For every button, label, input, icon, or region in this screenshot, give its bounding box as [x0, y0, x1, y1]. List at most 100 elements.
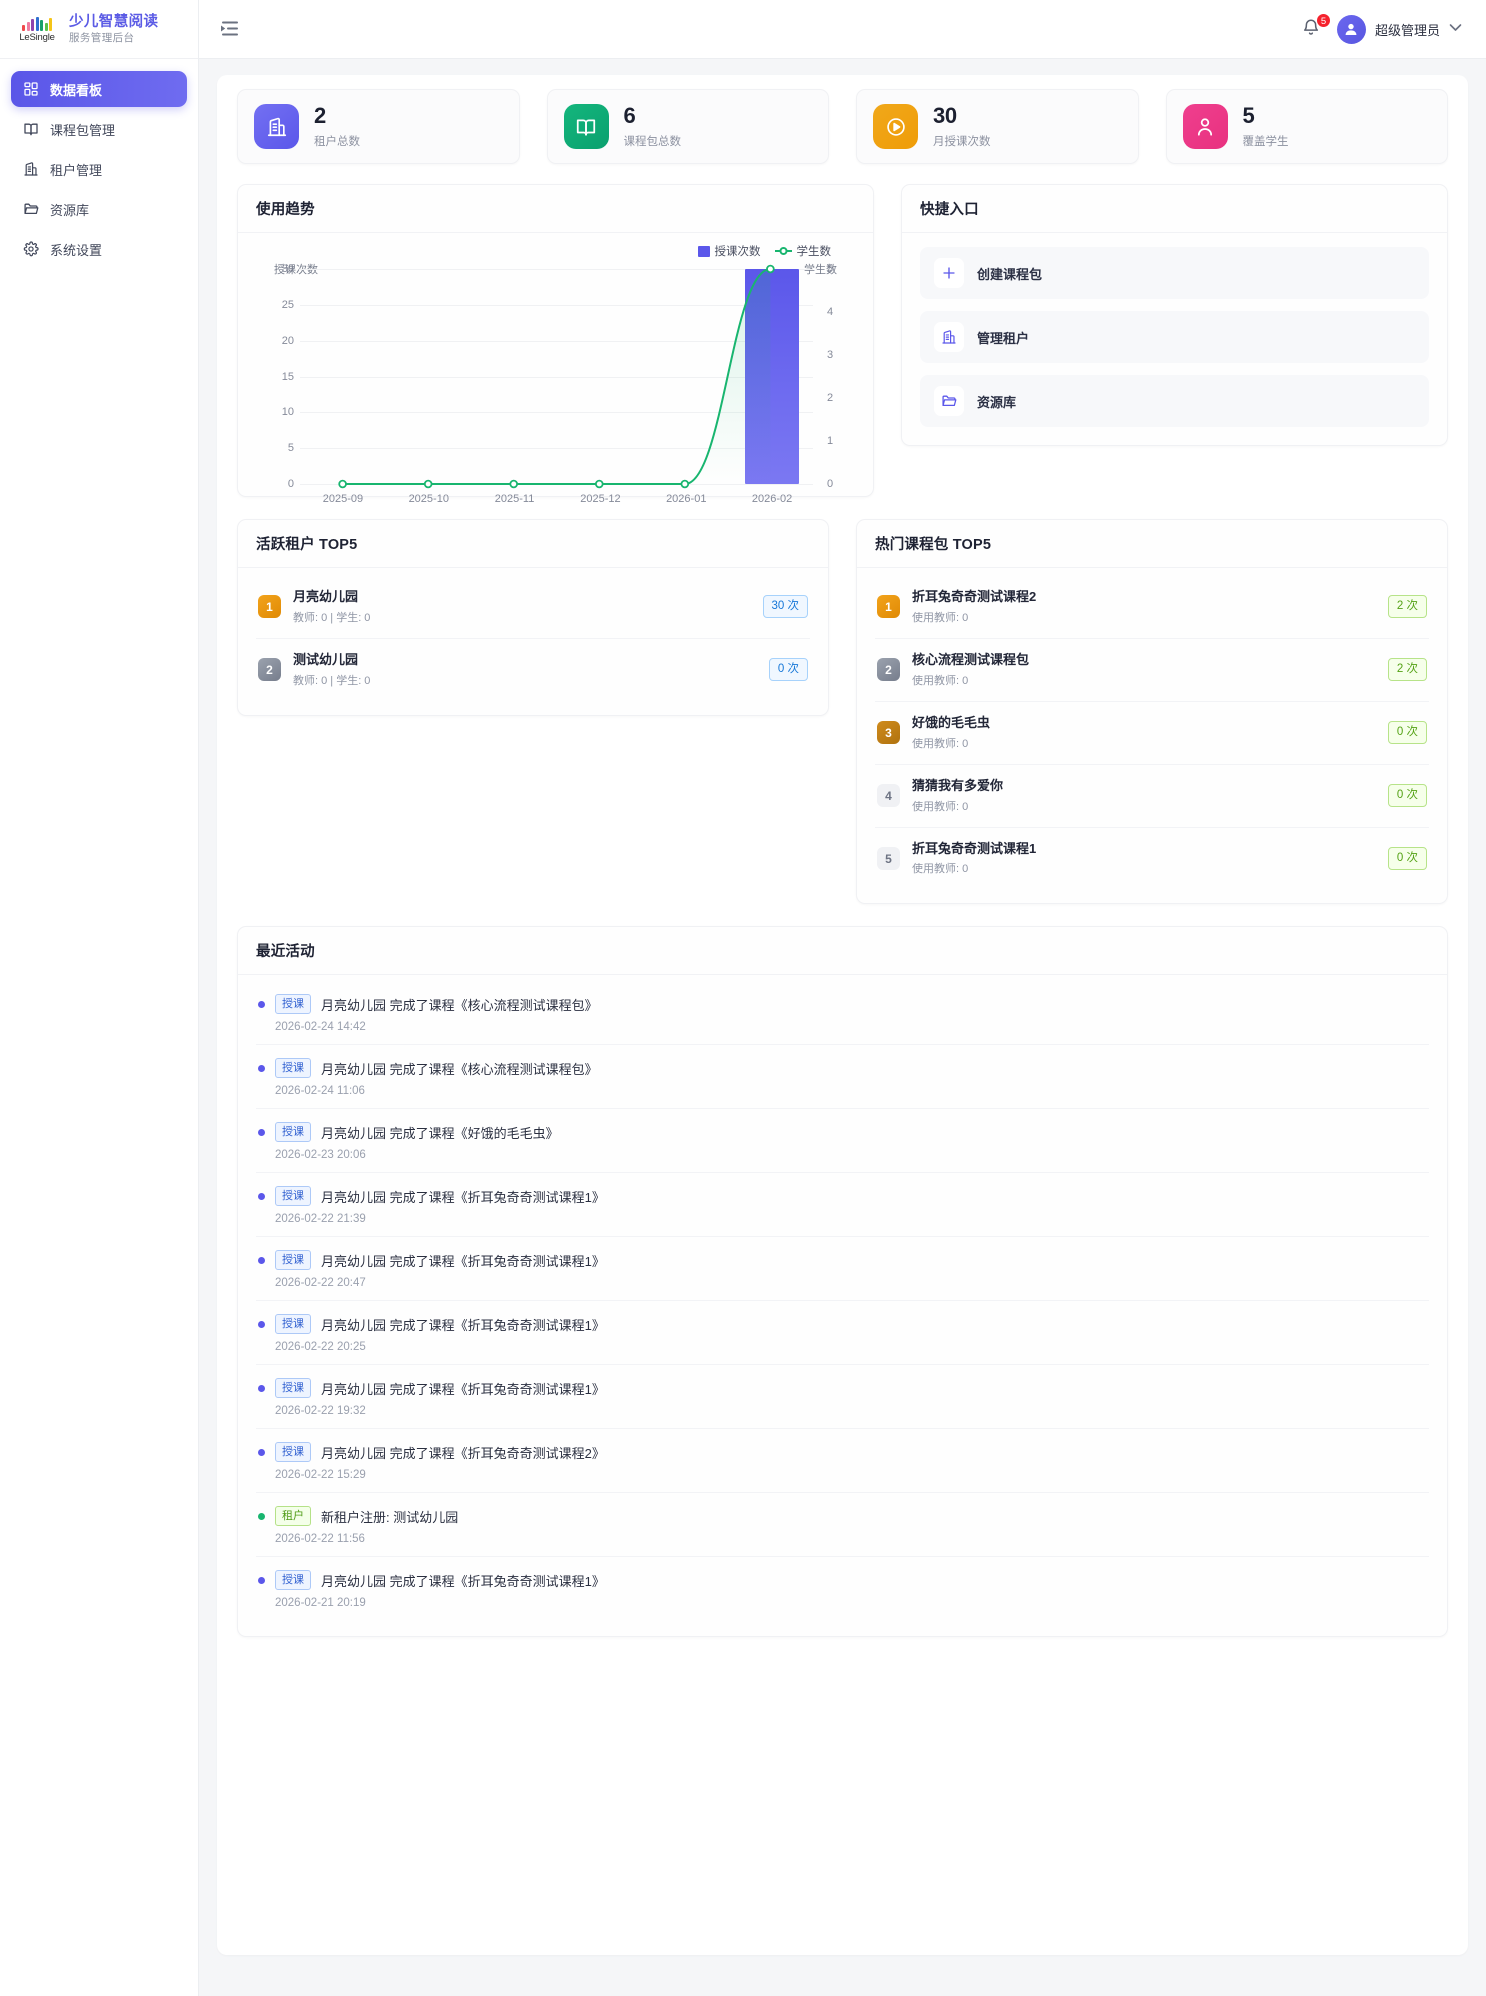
list-item[interactable]: 5 折耳兔奇奇测试课程1 使用教师: 0 0 次	[875, 828, 1429, 890]
item-subtitle: 教师: 0 | 学生: 0	[293, 611, 371, 624]
count-badge: 30 次	[762, 595, 808, 619]
item-subtitle: 使用教师: 0	[912, 737, 969, 750]
rank-badge: 2	[877, 658, 900, 682]
grid-line	[300, 340, 813, 342]
sidebar-item-label: 课程包管理	[50, 122, 116, 138]
quick-entry-label: 创建课程包	[977, 266, 1043, 282]
collapse-menu-icon[interactable]	[219, 18, 241, 40]
activity-item[interactable]: 授课 月亮幼儿园 完成了课程《核心流程测试课程包》 2026-02-24 14:42	[256, 981, 1429, 1046]
list-item[interactable]: 4 猜猜我有多爱你 使用教师: 0 0 次	[875, 765, 1429, 828]
activity-text: 月亮幼儿园 完成了课程《折耳兔奇奇测试课程1》	[321, 1573, 605, 1589]
rank-badge: 5	[877, 847, 900, 870]
logo-bar	[22, 24, 25, 31]
rank-badge: 3	[877, 721, 900, 745]
activity-tag: 授课	[275, 994, 311, 1015]
status-dot-icon	[258, 1384, 265, 1392]
stat-card-3[interactable]: 5 覆盖学生	[1165, 89, 1448, 164]
activity-text: 月亮幼儿园 完成了课程《折耳兔奇奇测试课程2》	[321, 1445, 605, 1461]
left-axis-tick: 10	[281, 406, 294, 419]
stat-cards: 2 租户总数 6 课程包总数 30 月授课次数 5 覆盖学生	[237, 89, 1448, 164]
activity-tag: 授课	[275, 1442, 311, 1463]
status-dot-icon	[258, 1448, 265, 1456]
usage-trend-card: 使用趋势 授课次数	[237, 184, 874, 505]
rank-badge: 4	[877, 784, 900, 808]
sidebar-item-1[interactable]: 课程包管理	[11, 111, 187, 147]
list-item[interactable]: 1 折耳兔奇奇测试课程2 使用教师: 0 2 次	[875, 576, 1429, 639]
sidebar-nav: 数据看板课程包管理租户管理资源库系统设置	[0, 59, 198, 267]
dashboard-icon	[23, 81, 39, 97]
sidebar-item-2[interactable]: 租户管理	[11, 151, 187, 187]
status-dot-icon	[258, 1192, 265, 1200]
activity-item[interactable]: 授课 月亮幼儿园 完成了课程《折耳兔奇奇测试课程1》 2026-02-22 20:2…	[256, 1301, 1429, 1366]
activity-item[interactable]: 授课 月亮幼儿园 完成了课程《折耳兔奇奇测试课程1》 2026-02-22 20:4…	[256, 1237, 1429, 1302]
activity-item[interactable]: 授课 月亮幼儿园 完成了课程《核心流程测试课程包》 2026-02-24 11:06	[256, 1045, 1429, 1110]
activity-time: 2026-02-24 11:06	[275, 1085, 365, 1098]
user-menu[interactable]: 超级管理员	[1336, 14, 1462, 44]
quick-entry-1[interactable]: 管理租户	[920, 311, 1429, 363]
chevron-down-icon[interactable]	[1449, 23, 1462, 35]
activity-item[interactable]: 授课 月亮幼儿园 完成了课程《好饿的毛毛虫》 2026-02-23 20:06	[256, 1109, 1429, 1174]
logo-wordmark: LeSingle	[19, 31, 55, 43]
quick-entry-list: 创建课程包管理租户资源库	[902, 233, 1447, 445]
brand-subtitle: 服务管理后台	[69, 32, 135, 45]
list-item[interactable]: 2 核心流程测试课程包 使用教师: 0 2 次	[875, 639, 1429, 702]
sidebar-item-4[interactable]: 系统设置	[11, 231, 187, 267]
list-item[interactable]: 3 好饿的毛毛虫 使用教师: 0 0 次	[875, 702, 1429, 765]
quick-entry-2[interactable]: 资源库	[920, 375, 1429, 427]
activity-tag: 授课	[275, 1058, 311, 1079]
activity-tag: 授课	[275, 1122, 311, 1143]
item-title: 月亮幼儿园	[293, 589, 359, 604]
avatar	[1336, 14, 1366, 44]
book-icon	[563, 104, 609, 149]
legend-item-bar[interactable]: 授课次数	[697, 243, 761, 259]
chart-plot-area: 授课次数 学生数 0 5 10 15 20 25 30 0 1 2 3 4 5 2025-09 2025-1…	[252, 263, 859, 505]
logo-bar	[49, 17, 52, 31]
grid-line	[300, 448, 813, 450]
active-tenants-title: 活跃租户 TOP5	[238, 520, 828, 568]
folder-icon	[23, 201, 39, 217]
stat-card-1[interactable]: 6 课程包总数	[546, 89, 829, 164]
activity-item[interactable]: 授课 月亮幼儿园 完成了课程《折耳兔奇奇测试课程1》 2026-02-22 21:3…	[256, 1173, 1429, 1238]
status-dot-icon	[258, 1512, 265, 1520]
left-axis-tick: 20	[281, 334, 294, 347]
x-axis-tick: 2025-10	[408, 493, 449, 505]
quick-entry-0[interactable]: 创建课程包	[920, 247, 1429, 299]
brand-title: 少儿智慧阅读	[69, 13, 159, 30]
list-item[interactable]: 2 测试幼儿园 教师: 0 | 学生: 0 0 次	[256, 639, 810, 701]
notification-bell-icon[interactable]: 5	[1301, 13, 1331, 41]
activity-time: 2026-02-21 20:19	[275, 1597, 366, 1610]
usage-trend-chart: 授课次数 学生数 授课次数	[238, 233, 873, 505]
sidebar-item-0[interactable]: 数据看板	[11, 71, 187, 107]
right-axis-tick: 4	[827, 306, 834, 318]
activity-item[interactable]: 授课 月亮幼儿园 完成了课程《折耳兔奇奇测试课程2》 2026-02-22 15:2…	[256, 1429, 1429, 1494]
activity-tag: 授课	[275, 1250, 311, 1271]
item-title: 折耳兔奇奇测试课程2	[912, 589, 1037, 604]
activity-item[interactable]: 授课 月亮幼儿园 完成了课程《折耳兔奇奇测试课程1》 2026-02-21 20:1…	[256, 1557, 1429, 1620]
x-axis-tick: 2026-02	[751, 493, 793, 505]
x-axis-tick: 2025-09	[322, 493, 364, 505]
recent-activity-list: 授课 月亮幼儿园 完成了课程《核心流程测试课程包》 2026-02-24 14:42…	[238, 975, 1447, 1636]
list-item[interactable]: 1 月亮幼儿园 教师: 0 | 学生: 0 30 次	[256, 576, 810, 639]
sidebar-item-3[interactable]: 资源库	[11, 191, 187, 227]
activity-text: 月亮幼儿园 完成了课程《核心流程测试课程包》	[321, 997, 598, 1013]
stat-card-0[interactable]: 2 租户总数	[237, 89, 520, 164]
brand-logo[interactable]: LeSingle 少儿智慧阅读 服务管理后台	[0, 0, 198, 59]
item-subtitle: 使用教师: 0	[912, 611, 969, 624]
activity-tag: 授课	[275, 1378, 311, 1399]
book-icon	[23, 121, 39, 137]
legend-item-line[interactable]: 学生数	[774, 243, 831, 259]
activity-text: 月亮幼儿园 完成了课程《折耳兔奇奇测试课程1》	[321, 1189, 605, 1205]
activity-item[interactable]: 授课 月亮幼儿园 完成了课程《折耳兔奇奇测试课程1》 2026-02-22 19:3…	[256, 1365, 1429, 1430]
hot-packages-card: 热门课程包 TOP5 1 折耳兔奇奇测试课程2 使用教师: 0 2 次 2 核心流程测试课…	[856, 519, 1448, 905]
logo-bar	[26, 21, 30, 31]
main-area: 5 超级管理员	[199, 0, 1486, 1996]
x-axis-tick: 2026-01	[666, 493, 707, 505]
left-axis-tick: 0	[287, 478, 294, 490]
building-icon	[934, 322, 964, 352]
activity-tag: 授课	[275, 1570, 311, 1591]
activity-item[interactable]: 租户 新租户注册: 测试幼儿园 2026-02-22 11:56	[256, 1493, 1429, 1558]
stat-card-2[interactable]: 30 月授课次数	[856, 89, 1139, 164]
folder-icon	[934, 386, 964, 416]
